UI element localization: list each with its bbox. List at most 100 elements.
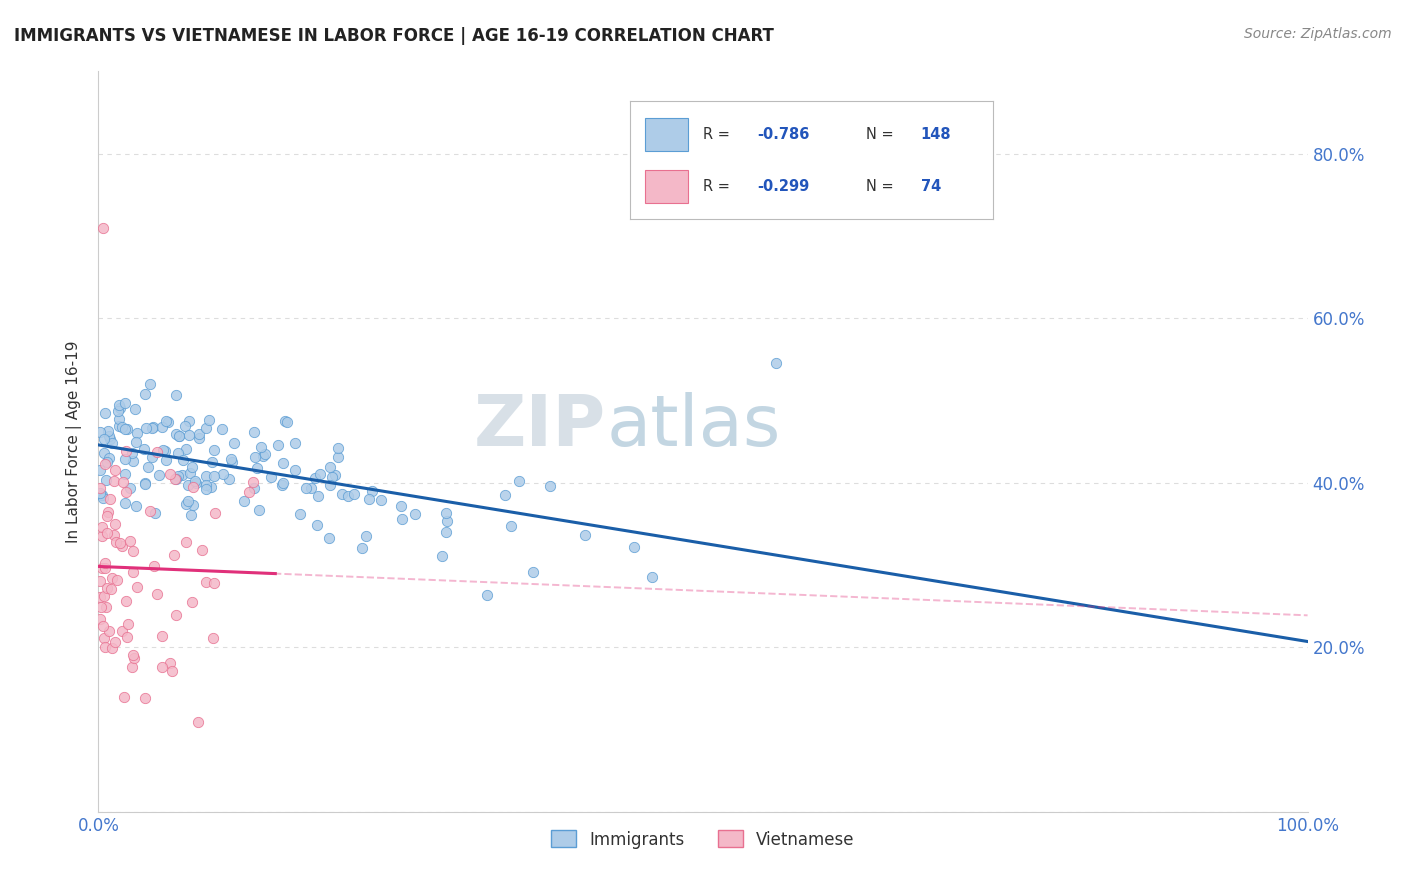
Point xyxy=(165,607,187,622)
Point xyxy=(91,488,114,502)
Point xyxy=(318,459,340,474)
Point xyxy=(172,453,194,467)
Point xyxy=(190,543,212,558)
Point xyxy=(134,386,156,401)
Point xyxy=(389,499,412,513)
Point xyxy=(94,556,117,570)
Point xyxy=(165,388,187,402)
Point xyxy=(97,451,120,466)
Point xyxy=(98,492,121,507)
Point xyxy=(89,574,111,588)
Point xyxy=(100,582,122,597)
Point xyxy=(101,436,124,450)
Point xyxy=(153,443,176,458)
Point xyxy=(508,474,530,488)
Point xyxy=(143,507,166,521)
Point xyxy=(354,529,377,543)
Point xyxy=(224,436,246,450)
Point xyxy=(104,635,127,649)
Point xyxy=(111,475,134,489)
Point xyxy=(330,487,353,501)
Point xyxy=(243,481,266,495)
Point xyxy=(114,467,136,481)
Point xyxy=(221,452,243,467)
Point xyxy=(134,690,156,705)
Point xyxy=(90,600,112,615)
Point xyxy=(361,483,384,498)
Point xyxy=(114,395,136,409)
Point xyxy=(204,576,226,591)
Point xyxy=(163,548,186,562)
Point xyxy=(343,487,366,501)
Point xyxy=(125,580,148,594)
Point xyxy=(181,498,204,512)
Point xyxy=(114,452,136,467)
Text: Source: ZipAtlas.com: Source: ZipAtlas.com xyxy=(1244,27,1392,41)
Text: IMMIGRANTS VS VIETNAMESE IN LABOR FORCE | AGE 16-19 CORRELATION CHART: IMMIGRANTS VS VIETNAMESE IN LABOR FORCE … xyxy=(14,27,773,45)
Point xyxy=(93,432,115,446)
Point xyxy=(307,490,329,504)
Text: atlas: atlas xyxy=(606,392,780,461)
Point xyxy=(321,469,343,483)
Point xyxy=(124,402,146,417)
Point xyxy=(97,505,120,519)
Point xyxy=(172,468,194,483)
Point xyxy=(96,599,118,614)
Point xyxy=(337,489,360,503)
Point xyxy=(247,502,270,516)
Point xyxy=(93,491,115,505)
Point xyxy=(159,467,181,482)
Point xyxy=(125,500,148,514)
Point xyxy=(108,398,131,412)
Point xyxy=(166,446,188,460)
Point xyxy=(183,480,205,494)
Point xyxy=(765,356,787,370)
Point xyxy=(177,427,200,442)
Point xyxy=(97,424,120,438)
Point xyxy=(93,589,115,603)
Point xyxy=(318,531,340,545)
Point xyxy=(173,419,195,434)
Y-axis label: In Labor Force | Age 16-19: In Labor Force | Age 16-19 xyxy=(66,340,83,543)
Point xyxy=(94,640,117,655)
Point xyxy=(96,525,118,540)
Point xyxy=(641,570,664,584)
Point xyxy=(436,524,458,539)
Point xyxy=(111,624,134,638)
Point xyxy=(319,478,342,492)
Point xyxy=(107,404,129,418)
Point xyxy=(308,467,330,482)
Point xyxy=(271,475,294,490)
Point xyxy=(139,376,162,391)
Point xyxy=(135,421,157,435)
Point xyxy=(186,476,208,491)
Point xyxy=(194,478,217,492)
Point xyxy=(288,508,311,522)
Point xyxy=(91,619,114,633)
Point xyxy=(181,459,204,474)
Point xyxy=(200,480,222,494)
Point xyxy=(211,467,233,481)
Point xyxy=(430,549,453,563)
Point xyxy=(142,420,165,434)
Point xyxy=(194,469,217,483)
Point xyxy=(299,481,322,495)
Point xyxy=(326,441,349,455)
Point xyxy=(104,535,127,549)
Point xyxy=(274,415,297,429)
Point xyxy=(211,422,233,436)
Point xyxy=(89,425,111,439)
Point xyxy=(115,484,138,499)
Point xyxy=(202,631,225,645)
Point xyxy=(122,543,145,558)
Point xyxy=(156,415,179,429)
Point xyxy=(436,514,458,528)
Point xyxy=(167,468,190,483)
Point xyxy=(323,468,346,483)
Point xyxy=(198,413,221,427)
Point xyxy=(118,534,141,549)
Point xyxy=(195,574,218,589)
Point xyxy=(494,487,516,501)
Point xyxy=(96,509,118,524)
Point xyxy=(103,527,125,541)
